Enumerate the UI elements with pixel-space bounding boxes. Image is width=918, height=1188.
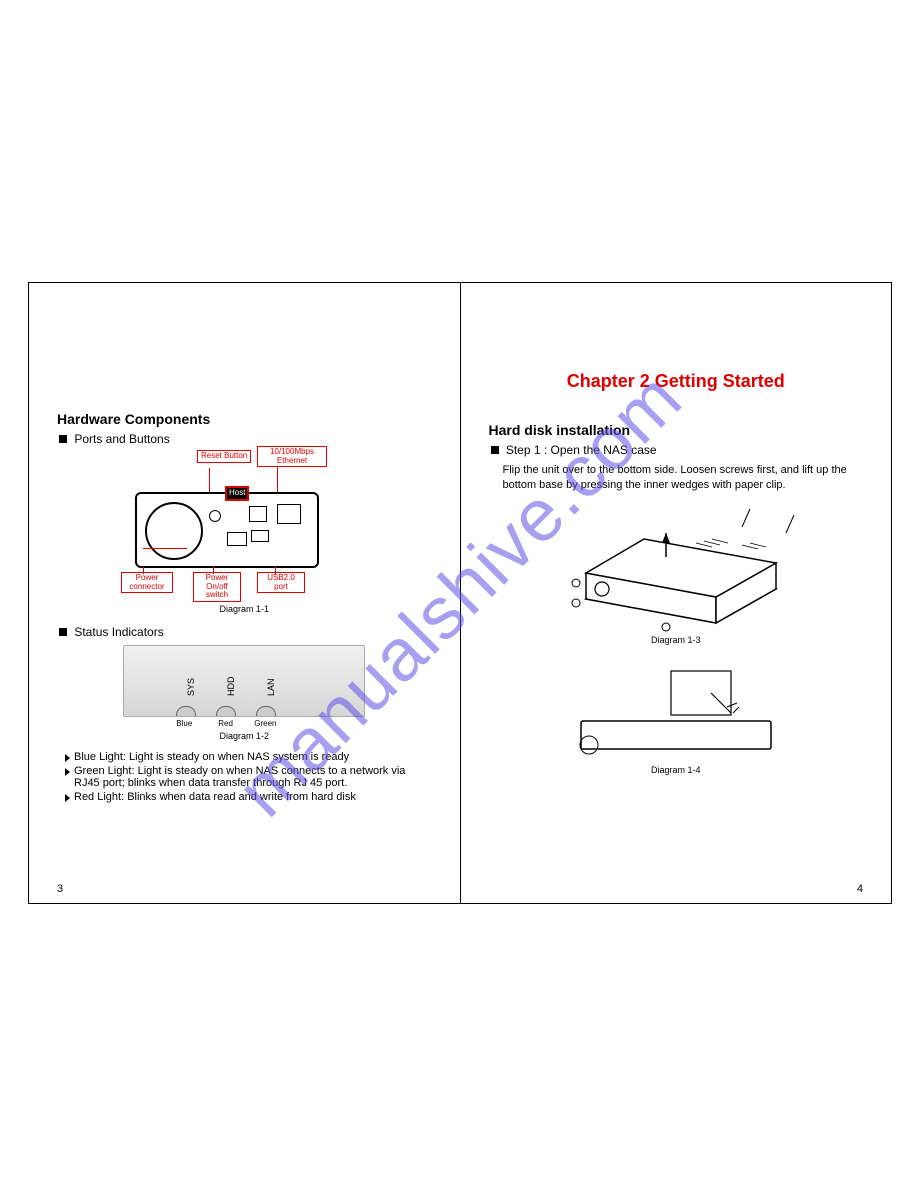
- bullet-item: Blue Light: Light is steady on when NAS …: [65, 751, 432, 763]
- heading-hard-disk-installation: Hard disk installation: [489, 422, 864, 438]
- callout-lead: [209, 468, 210, 492]
- diagram-1-3: [546, 503, 806, 633]
- led-color-red: Red: [218, 719, 233, 728]
- subheading-status-indicators: Status Indicators: [59, 624, 432, 639]
- device-back-panel: [135, 492, 319, 568]
- bullet-square-icon: [59, 628, 67, 636]
- led-icon: [216, 706, 236, 716]
- triangle-bullet-icon: [65, 794, 70, 802]
- step-1-title: Step 1 : Open the NAS case: [506, 443, 657, 457]
- led-color-green: Green: [254, 719, 276, 728]
- led-icon: [176, 706, 196, 716]
- triangle-bullet-icon: [65, 768, 70, 776]
- callout-lead: [275, 566, 276, 574]
- step-1-body: Flip the unit over to the bottom side. L…: [503, 463, 864, 493]
- document-canvas: manualshive.com Hardware Components Port…: [0, 0, 918, 1188]
- label-ethernet: 10/100Mbps Ethernet: [257, 446, 327, 468]
- callout-lead: [213, 566, 214, 574]
- status-bullet-list: Blue Light: Light is steady on when NAS …: [65, 751, 432, 803]
- callout-lead: [277, 466, 278, 492]
- chapter-title: Chapter 2 Getting Started: [489, 371, 864, 392]
- caption-diagram-1-1: Diagram 1-1: [57, 604, 432, 614]
- heading-hardware-components: Hardware Components: [57, 411, 432, 427]
- page-spread: Hardware Components Ports and Buttons: [28, 282, 892, 904]
- port-power-switch: [227, 532, 247, 546]
- led-label-lan: LAN: [266, 678, 276, 696]
- caption-diagram-1-3: Diagram 1-3: [489, 635, 864, 645]
- page-number-left: 3: [57, 883, 63, 895]
- label-usb-port: USB2.0 port: [257, 572, 305, 594]
- led-label-sys: SYS: [186, 678, 196, 696]
- bullet-text-green: Green Light: Light is steady on when NAS…: [74, 765, 432, 789]
- subheading-ports-text: Ports and Buttons: [74, 432, 169, 446]
- diagram-1-2: SYS HDD LAN Blue Red Green: [123, 645, 365, 717]
- led-color-blue: Blue: [176, 719, 192, 728]
- label-power-switch: Power On/off switch: [193, 572, 241, 602]
- bullet-square-icon: [59, 435, 67, 443]
- port-usb-a: [251, 530, 269, 542]
- fan-icon: [145, 502, 203, 560]
- subheading-ports-buttons: Ports and Buttons: [59, 431, 432, 446]
- port-ethernet: [277, 504, 301, 524]
- label-power-connector: Power connector: [121, 572, 173, 594]
- diagram-1-4: [561, 663, 791, 763]
- bullet-item: Red Light: Blinks when data read and wri…: [65, 791, 432, 803]
- subheading-status-text: Status Indicators: [74, 625, 163, 639]
- label-host: Host: [225, 486, 249, 501]
- callout-lead: [143, 548, 187, 549]
- bullet-square-icon: [491, 446, 499, 454]
- led-label-hdd: HDD: [226, 676, 236, 696]
- bullet-item: Green Light: Light is steady on when NAS…: [65, 765, 432, 789]
- port-usb-b: [249, 506, 267, 522]
- triangle-bullet-icon: [65, 754, 70, 762]
- step-1-heading: Step 1 : Open the NAS case: [491, 442, 864, 457]
- page-left: Hardware Components Ports and Buttons: [29, 283, 461, 903]
- callout-lead: [143, 566, 144, 574]
- caption-diagram-1-2: Diagram 1-2: [57, 731, 432, 741]
- bullet-text-blue: Blue Light: Light is steady on when NAS …: [74, 751, 349, 763]
- bullet-text-red: Red Light: Blinks when data read and wri…: [74, 791, 356, 803]
- led-icon: [256, 706, 276, 716]
- port-power-dc: [209, 510, 221, 522]
- diagram-1-1: Reset Button 10/100Mbps Ethernet Host Po…: [117, 452, 327, 602]
- label-reset-button: Reset Button: [197, 450, 251, 463]
- caption-diagram-1-4: Diagram 1-4: [489, 765, 864, 775]
- page-right: Chapter 2 Getting Started Hard disk inst…: [461, 283, 892, 903]
- page-number-right: 4: [857, 883, 863, 895]
